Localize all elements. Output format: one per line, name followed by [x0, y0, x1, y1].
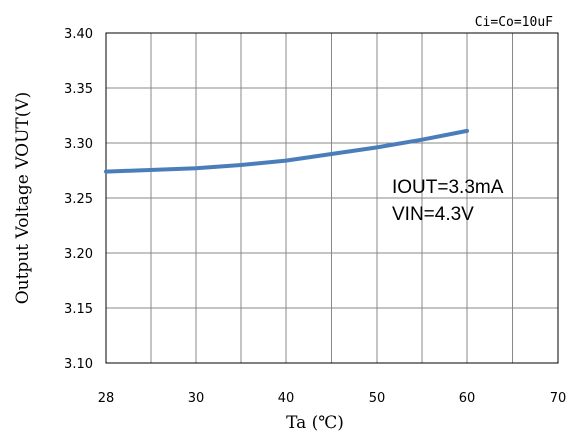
x-tick-label: 60: [459, 391, 476, 406]
annotation-vin: VIN=4.3V: [392, 204, 474, 225]
x-tick-label: 70: [550, 391, 567, 406]
y-tick-label: 3.10: [64, 357, 93, 372]
grid: [106, 33, 558, 363]
x-tick-label: 40: [278, 391, 295, 406]
annotation-iout: IOUT=3.3mA: [392, 177, 504, 198]
series-layer: [104, 128, 469, 174]
y-axis-label: Output Voltage VOUT(V): [13, 92, 33, 305]
x-tick-label: 50: [369, 391, 386, 406]
y-tick-label: 3.35: [64, 82, 93, 97]
condition-label: Ci=Co=10uF: [475, 15, 553, 30]
y-tick-label: 3.20: [64, 247, 93, 262]
y-tick-label: 3.15: [64, 302, 93, 317]
y-tick-label: 3.25: [64, 192, 93, 207]
series-line-vout: [104, 128, 469, 174]
y-tick-labels: 3.40 3.35 3.30 3.25 3.20 3.15 3.10: [64, 27, 93, 372]
x-tick-labels: 28 30 40 50 60 70: [98, 391, 567, 406]
y-tick-label: 3.30: [64, 137, 93, 152]
x-tick-label: 30: [188, 391, 205, 406]
x-tick-label: 28: [98, 391, 115, 406]
plot-frame: [105, 32, 559, 364]
y-tick-label: 3.40: [64, 27, 93, 42]
x-axis-label: Ta (℃): [286, 413, 344, 433]
